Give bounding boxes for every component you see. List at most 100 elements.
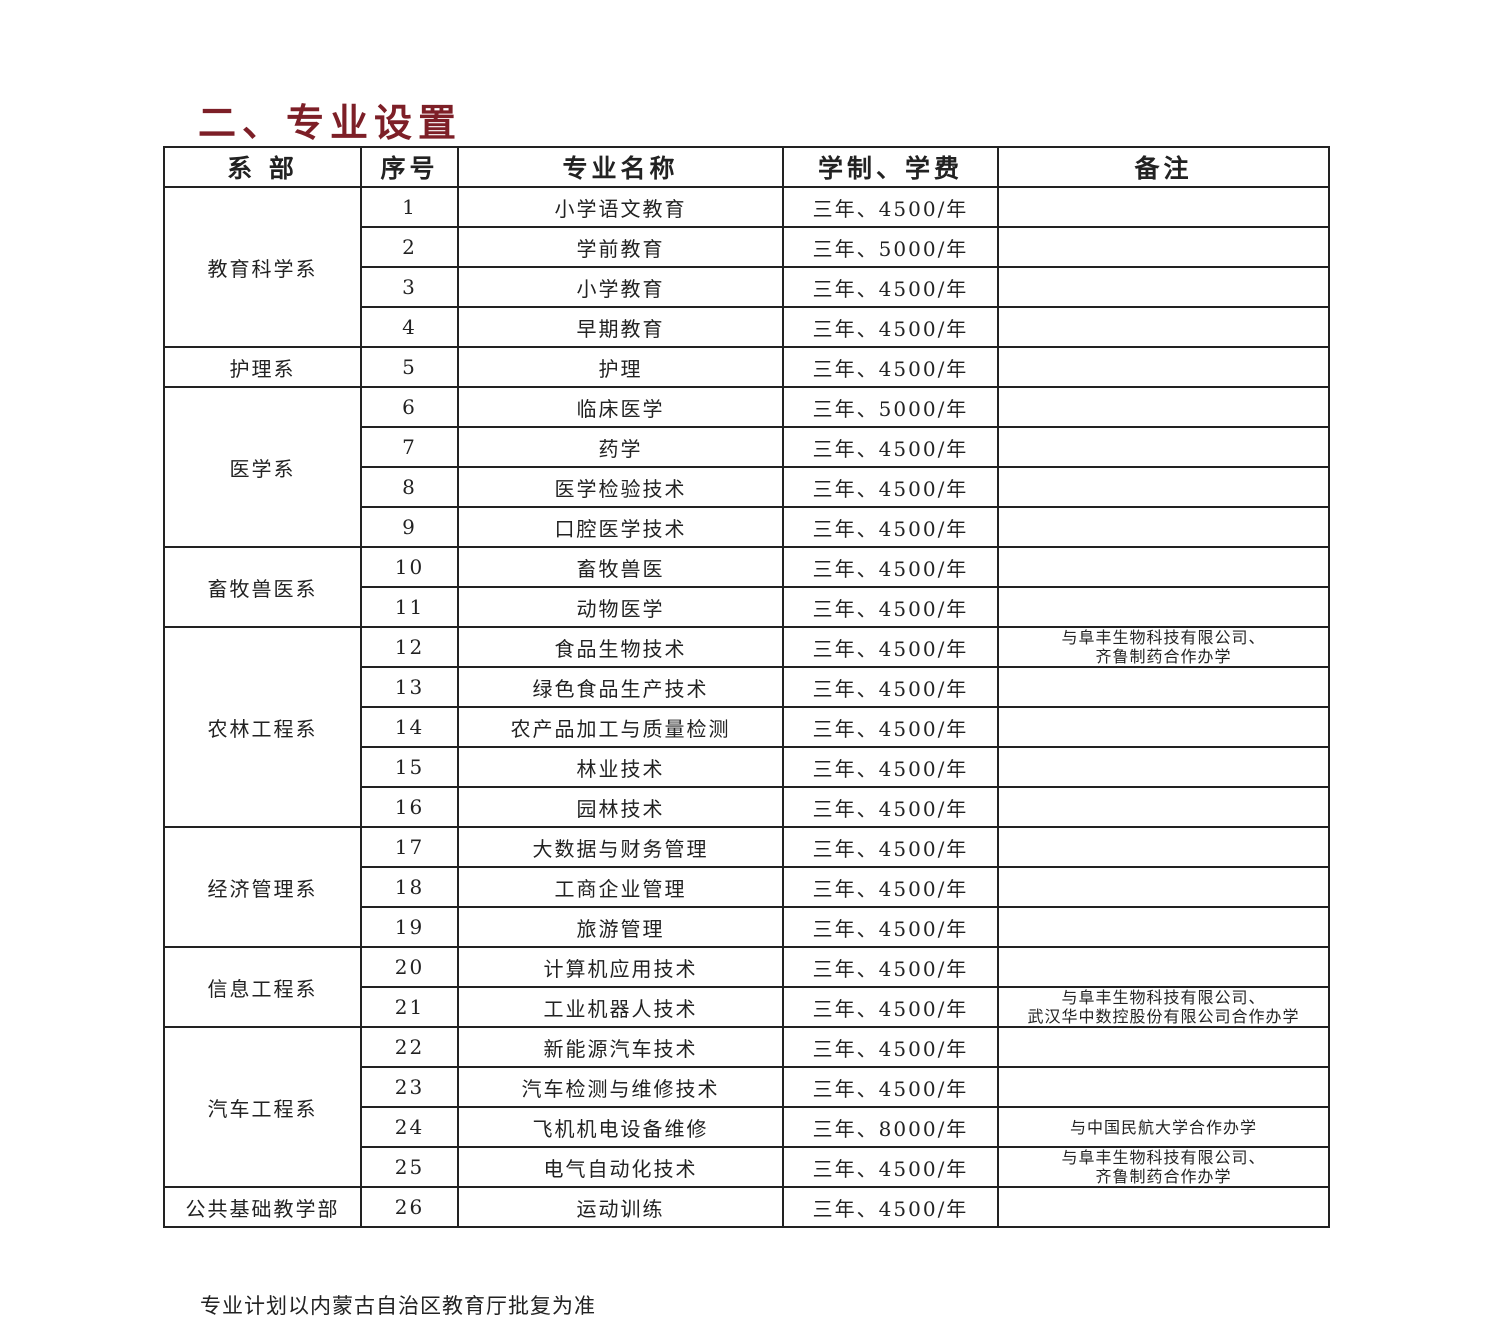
table-row: 18 工商企业管理 三年、4500/年	[164, 866, 1330, 908]
major-name-cell: 运动训练	[457, 1186, 784, 1228]
major-name-cell: 电气自动化技术	[457, 1146, 784, 1188]
duration-fee-cell: 三年、4500/年	[782, 426, 999, 468]
number-cell: 11	[360, 586, 459, 628]
major-name-cell: 食品生物技术	[457, 626, 784, 668]
number-cell: 14	[360, 706, 459, 748]
duration-fee-cell: 三年、4500/年	[782, 506, 999, 548]
department-cell: 医学系	[163, 386, 362, 548]
duration-fee-cell: 三年、4500/年	[782, 1066, 999, 1108]
table-row: 9 口腔医学技术 三年、4500/年	[164, 506, 1330, 548]
major-name-cell: 大数据与财务管理	[457, 826, 784, 868]
duration-fee-cell: 三年、4500/年	[782, 746, 999, 788]
major-name-cell: 汽车检测与维修技术	[457, 1066, 784, 1108]
table-row: 11 动物医学 三年、4500/年	[164, 586, 1330, 628]
note-cell: 与中国民航大学合作办学	[997, 1106, 1330, 1148]
number-cell: 3	[360, 266, 459, 308]
number-cell: 7	[360, 426, 459, 468]
number-cell: 10	[360, 546, 459, 588]
footnote: 专业计划以内蒙古自治区教育厅批复为准	[200, 1294, 596, 1318]
header-department: 系 部	[163, 146, 362, 188]
duration-fee-cell: 三年、4500/年	[782, 706, 999, 748]
major-name-cell: 畜牧兽医	[457, 546, 784, 588]
major-name-cell: 园林技术	[457, 786, 784, 828]
number-cell: 8	[360, 466, 459, 508]
table-row: 护理系 5 护理 三年、4500/年	[163, 346, 1330, 388]
duration-fee-cell: 三年、4500/年	[782, 666, 999, 708]
major-name-cell: 药学	[457, 426, 784, 468]
table-row: 教育科学系 1 小学语文教育 三年、4500/年	[163, 186, 1330, 348]
note-cell	[997, 506, 1330, 548]
table-row: 14 农产品加工与质量检测 三年、4500/年	[164, 706, 1330, 748]
major-name-cell: 口腔医学技术	[457, 506, 784, 548]
department-cell: 信息工程系	[163, 946, 362, 1028]
major-name-cell: 计算机应用技术	[457, 946, 784, 988]
note-cell: 与阜丰生物科技有限公司、 武汉华中数控股份有限公司合作办学	[997, 986, 1330, 1028]
note-cell	[997, 186, 1330, 228]
duration-fee-cell: 三年、4500/年	[782, 346, 999, 388]
note-cell	[997, 906, 1330, 948]
note-cell	[997, 466, 1330, 508]
table-row: 15 林业技术 三年、4500/年	[164, 746, 1330, 788]
major-name-cell: 飞机机电设备维修	[457, 1106, 784, 1148]
note-cell	[997, 586, 1330, 628]
number-cell: 17	[360, 826, 459, 868]
table-row: 8 医学检验技术 三年、4500/年	[164, 466, 1330, 508]
header-notes: 备注	[997, 146, 1330, 188]
note-cell	[997, 1186, 1330, 1228]
header-major-name: 专业名称	[457, 146, 784, 188]
number-cell: 4	[360, 306, 459, 348]
note-cell	[997, 1066, 1330, 1108]
major-name-cell: 小学教育	[457, 266, 784, 308]
duration-fee-cell: 三年、5000/年	[782, 386, 999, 428]
table-row: 公共基础教学部 26 运动训练 三年、4500/年	[163, 1186, 1330, 1228]
table-row: 畜牧兽医系 10 畜牧兽医 三年、4500/年	[163, 546, 1330, 628]
table-row: 信息工程系 20 计算机应用技术 三年、4500/年	[163, 946, 1330, 1028]
duration-fee-cell: 三年、4500/年	[782, 466, 999, 508]
duration-fee-cell: 三年、8000/年	[782, 1106, 999, 1148]
duration-fee-cell: 三年、4500/年	[782, 546, 999, 588]
note-cell	[997, 746, 1330, 788]
duration-fee-cell: 三年、4500/年	[782, 306, 999, 348]
duration-fee-cell: 三年、4500/年	[782, 786, 999, 828]
duration-fee-cell: 三年、4500/年	[782, 1146, 999, 1188]
department-cell: 护理系	[163, 346, 362, 388]
department-cell: 教育科学系	[163, 186, 362, 348]
number-cell: 9	[360, 506, 459, 548]
duration-fee-cell: 三年、4500/年	[782, 186, 999, 228]
note-cell	[997, 306, 1330, 348]
note-cell	[997, 786, 1330, 828]
major-name-cell: 医学检验技术	[457, 466, 784, 508]
note-cell	[997, 666, 1330, 708]
table-row: 医学系 6 临床医学 三年、5000/年	[163, 386, 1330, 548]
department-cell: 汽车工程系	[163, 1026, 362, 1188]
note-cell	[997, 826, 1330, 868]
major-name-cell: 动物医学	[457, 586, 784, 628]
note-cell: 与阜丰生物科技有限公司、 齐鲁制药合作办学	[997, 626, 1330, 668]
major-name-cell: 临床医学	[457, 386, 784, 428]
number-cell: 19	[360, 906, 459, 948]
table-row: 经济管理系 17 大数据与财务管理 三年、4500/年	[163, 826, 1330, 948]
major-name-cell: 绿色食品生产技术	[457, 666, 784, 708]
department-cell: 畜牧兽医系	[163, 546, 362, 628]
note-cell	[997, 346, 1330, 388]
number-cell: 23	[360, 1066, 459, 1108]
number-cell: 26	[360, 1186, 459, 1228]
duration-fee-cell: 三年、4500/年	[782, 986, 999, 1028]
table-row: 3 小学教育 三年、4500/年	[164, 266, 1330, 308]
duration-fee-cell: 三年、4500/年	[782, 266, 999, 308]
department-cell: 农林工程系	[163, 626, 362, 828]
major-name-cell: 学前教育	[457, 226, 784, 268]
note-cell	[997, 546, 1330, 588]
number-cell: 25	[360, 1146, 459, 1188]
table-header-row: 系 部 序号 专业名称 学制、学费 备注	[163, 146, 1330, 188]
number-cell: 21	[360, 986, 459, 1028]
number-cell: 12	[360, 626, 459, 668]
table-row: 汽车工程系 22 新能源汽车技术 三年、4500/年	[163, 1026, 1330, 1188]
number-cell: 13	[360, 666, 459, 708]
number-cell: 24	[360, 1106, 459, 1148]
duration-fee-cell: 三年、4500/年	[782, 826, 999, 868]
note-cell	[997, 946, 1330, 988]
duration-fee-cell: 三年、4500/年	[782, 866, 999, 908]
number-cell: 22	[360, 1026, 459, 1068]
header-duration-fee: 学制、学费	[782, 146, 999, 188]
